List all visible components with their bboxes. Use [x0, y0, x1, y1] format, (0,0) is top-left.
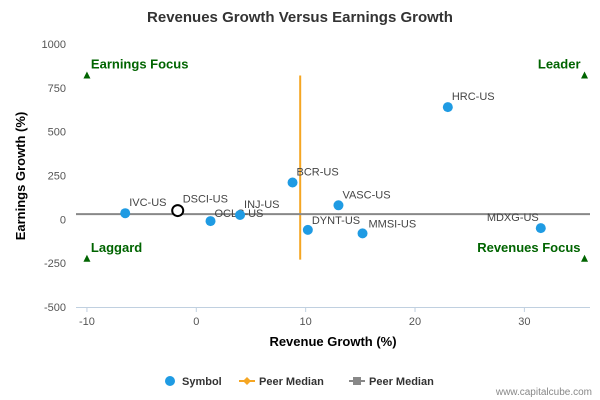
point-label: MDXG-US	[487, 212, 539, 224]
plot-area: -10 0 10 20 30 -500 -250 0 250 500 750 1000 Earnings…	[42, 39, 590, 328]
legend-marker-square	[353, 377, 361, 385]
scatter-point	[442, 102, 453, 113]
quadrant-label: Leader	[538, 57, 581, 72]
quadrant-label: Laggard	[91, 240, 142, 255]
x-tick-label: 20	[409, 316, 421, 328]
chart-title: Revenues Growth Versus Earnings Growth	[147, 9, 453, 26]
scatter-point	[287, 177, 298, 188]
scatter-point	[205, 216, 216, 227]
quadrant-label: Revenues Focus	[477, 240, 580, 255]
y-tick-label: -500	[44, 302, 66, 314]
legend-label: Peer Median	[369, 376, 434, 388]
x-tick-label: -10	[79, 316, 95, 328]
point-label: HRC-US	[452, 91, 495, 103]
point-label: BCR-US	[297, 167, 339, 179]
y-tick-label: 250	[48, 171, 66, 183]
highlight-point	[171, 204, 185, 218]
scatter-point	[357, 228, 368, 239]
scatter-point	[302, 224, 313, 235]
point-label: INJ-US	[244, 199, 279, 211]
point-label: DYNT-US	[312, 215, 360, 227]
quadrant-marker-triangle	[581, 71, 589, 79]
legend-label: Symbol	[182, 376, 222, 388]
highlight-point-label: DSCI-US	[183, 194, 228, 206]
x-tick-label: 10	[300, 316, 312, 328]
quadrant-label: Earnings Focus	[91, 57, 189, 72]
quadrant-marker-triangle	[83, 71, 91, 79]
y-tick-label: 750	[48, 83, 66, 95]
scatter-point	[235, 209, 246, 220]
x-axis-title: Revenue Growth (%)	[269, 334, 396, 349]
point-label: VASC-US	[342, 189, 390, 201]
credit-text: www.capitalcube.com	[495, 387, 592, 398]
point-label: IVC-US	[129, 197, 166, 209]
y-tick-label: 500	[48, 127, 66, 139]
y-tick-label: -250	[44, 258, 66, 270]
quadrant-marker-triangle	[83, 254, 91, 262]
x-tick-label: 0	[193, 316, 199, 328]
point-label: MMSI-US	[369, 218, 417, 230]
y-axis-title: Earnings Growth (%)	[13, 112, 28, 241]
legend: Symbol Peer Median Peer Median	[165, 376, 434, 388]
legend-label: Peer Median	[259, 376, 324, 388]
x-tick-label: 30	[518, 316, 530, 328]
scatter-point	[120, 208, 131, 219]
scatter-point	[535, 223, 546, 234]
quadrant-marker-triangle	[581, 254, 589, 262]
y-tick-label: 1000	[42, 39, 66, 51]
scatter-point	[333, 200, 344, 211]
legend-marker-circle	[165, 376, 175, 386]
y-tick-label: 0	[60, 214, 66, 226]
legend-marker-diamond	[243, 377, 251, 385]
